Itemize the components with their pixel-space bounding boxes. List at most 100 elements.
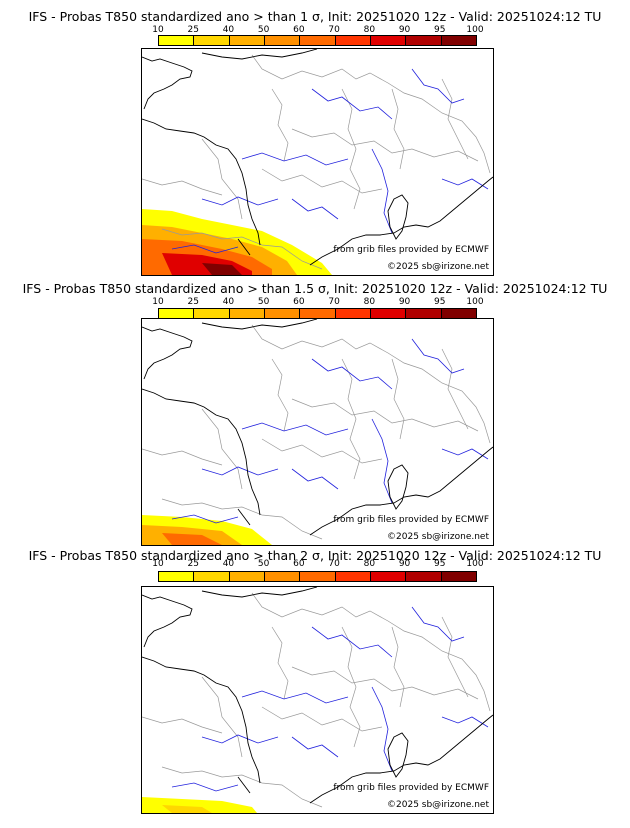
colorbar-tick-label: 100 — [466, 297, 484, 307]
colorbar-segment — [335, 309, 371, 318]
admin-border — [261, 168, 383, 194]
colorbar-tick-label: 100 — [466, 559, 484, 569]
colorbar-tick-label: 40 — [222, 559, 235, 569]
admin-border — [341, 626, 361, 748]
colorbar-segment — [229, 309, 265, 318]
map-panel-3: IFS - Probas T850 standardized ano > tha… — [0, 547, 630, 828]
colorbar-tick-label: 100 — [466, 25, 484, 35]
colorbar-tick-label: 95 — [434, 297, 446, 307]
admin-border — [261, 706, 383, 732]
river — [411, 606, 465, 642]
colorbar-tick-label: 40 — [222, 297, 235, 307]
colorbar — [158, 35, 477, 46]
admin-border — [142, 716, 223, 734]
source-credit: from grib files provided by ECMWF — [333, 245, 489, 255]
colorbar-tick-label: 50 — [257, 297, 270, 307]
coastline — [142, 49, 493, 266]
river — [311, 626, 393, 658]
map-canvas — [142, 319, 493, 545]
colorbar-tick-label: 90 — [398, 559, 411, 569]
river — [311, 358, 393, 390]
river — [201, 734, 279, 744]
colorbar-segment — [264, 36, 301, 45]
admin-border — [291, 398, 479, 432]
river — [411, 338, 465, 374]
admin-border — [391, 626, 405, 708]
river — [371, 148, 393, 234]
colorbar-tick-label: 50 — [257, 559, 270, 569]
colorbar-tick-label: 70 — [328, 25, 340, 35]
colorbar-segment — [370, 36, 407, 45]
admin-border — [161, 498, 323, 540]
colorbar-segment — [229, 36, 265, 45]
admin-border — [391, 358, 405, 440]
colorbar-segment — [264, 572, 301, 581]
map-panel-2: IFS - Probas T850 standardized ano > tha… — [0, 276, 630, 548]
colorbar-segment — [300, 36, 336, 45]
colorbar-segment — [300, 309, 336, 318]
colorbar-segment — [370, 309, 407, 318]
probability-area — [162, 805, 212, 813]
colorbar-tick-label: 60 — [293, 25, 305, 35]
admin-border — [251, 592, 491, 712]
colorbar-tick-label: 40 — [222, 25, 235, 35]
admin-border — [161, 766, 323, 808]
colorbar-segment — [335, 36, 371, 45]
colorbar-segment — [441, 36, 476, 45]
admin-border — [441, 78, 469, 160]
admin-border — [291, 666, 479, 700]
colorbar-segment — [441, 309, 476, 318]
map-canvas — [142, 587, 493, 813]
colorbar-segment — [300, 572, 336, 581]
colorbar-tick-label: 10 — [152, 297, 164, 307]
france-map: from grib files provided by ECMWF ©2025 s… — [141, 586, 494, 814]
admin-border — [271, 358, 289, 432]
river — [201, 466, 279, 476]
admin-border — [251, 324, 491, 444]
source-credit: from grib files provided by ECMWF — [333, 515, 489, 525]
colorbar-segment — [406, 572, 442, 581]
river — [441, 448, 489, 460]
admin-border — [142, 178, 223, 196]
colorbar-tick-label: 95 — [434, 25, 446, 35]
admin-border — [291, 128, 479, 162]
colorbar-tick-label: 60 — [293, 559, 305, 569]
panel-title: IFS - Probas T850 standardized ano > tha… — [22, 281, 608, 296]
river — [441, 716, 489, 728]
admin-border — [142, 448, 223, 466]
colorbar-tick-label: 80 — [363, 297, 376, 307]
source-credit: from grib files provided by ECMWF — [333, 783, 489, 793]
river — [291, 468, 339, 490]
river — [371, 686, 393, 772]
river — [241, 690, 349, 704]
colorbar-tick-label: 80 — [363, 559, 376, 569]
colorbar-segment — [194, 572, 230, 581]
colorbar-segment — [406, 309, 442, 318]
coastline-corsica — [387, 464, 409, 510]
colorbar-tick-label: 25 — [187, 25, 199, 35]
coastline-corsica — [387, 194, 409, 240]
colorbar-segment — [406, 36, 442, 45]
admin-border — [201, 138, 243, 220]
river — [441, 178, 489, 190]
colorbar-segment — [370, 572, 407, 581]
france-map: from grib files provided by ECMWF ©2025 s… — [141, 318, 494, 546]
river — [171, 782, 239, 792]
colorbar-tick-label: 50 — [257, 25, 270, 35]
colorbar-segment — [194, 309, 230, 318]
admin-border — [391, 88, 405, 170]
colorbar-segment — [335, 572, 371, 581]
river — [291, 736, 339, 758]
colorbar-tick-label: 90 — [398, 25, 411, 35]
admin-border — [271, 626, 289, 700]
river — [171, 244, 239, 254]
admin-border — [201, 676, 243, 758]
panel-title: IFS - Probas T850 standardized ano > tha… — [28, 548, 602, 563]
admin-border — [441, 616, 469, 698]
colorbar-tick-label: 25 — [187, 559, 199, 569]
colorbar-segment — [264, 309, 301, 318]
admin-border — [251, 54, 491, 174]
probability-area — [162, 533, 222, 545]
admin-border — [341, 88, 361, 210]
river — [171, 514, 239, 524]
